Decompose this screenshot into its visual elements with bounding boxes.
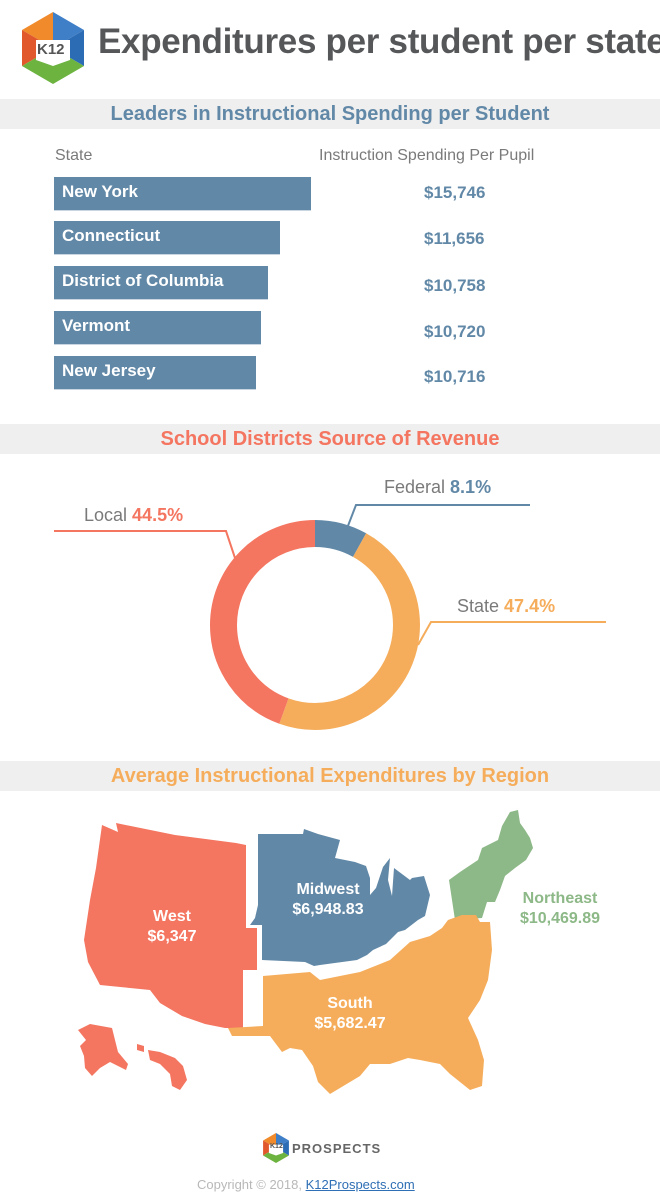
federal-leader-line [345, 504, 530, 532]
south-region [228, 915, 492, 1094]
state-value: 47.4% [504, 596, 556, 616]
col-header-spending: Instruction Spending Per Pupil [319, 147, 535, 164]
copyright: Copyright © 2018, K12Prospects.com [197, 1177, 415, 1192]
local-label: Local 44.5% [84, 505, 184, 525]
state-label: New York [62, 182, 138, 201]
revenue-donut-chart [54, 504, 606, 730]
logo-text: K12 [37, 41, 65, 58]
state-label: New Jersey [62, 361, 156, 380]
west-name: West [153, 908, 191, 925]
bar-row-new-jersey: New Jersey [54, 356, 256, 390]
state-label: Connecticut [62, 226, 161, 245]
northeast-name: Northeast [522, 890, 598, 907]
bar-row-connecticut: Connecticut [54, 221, 280, 255]
local-leader-line [54, 530, 237, 562]
west-value: $6,347 [147, 928, 197, 945]
revenue-section-title: School Districts Source of Revenue [0, 424, 660, 454]
northeast-value: $10,469.89 [519, 910, 601, 927]
federal-label: Federal 8.1% [384, 477, 492, 497]
northeast-region [449, 810, 533, 920]
bar-row-district-of-columbia: District of Columbia [54, 266, 268, 300]
state-label: Vermont [62, 316, 131, 335]
col-header-state: State [55, 147, 93, 164]
state-leader-line [417, 621, 606, 646]
bar-row-vermont: Vermont [54, 311, 261, 345]
regions-section-title: Average Instructional Expenditures by Re… [0, 761, 660, 791]
local-slice [210, 520, 420, 730]
west-label: West $6,347 [126, 907, 218, 947]
federal-value: 8.1% [450, 477, 492, 497]
midwest-label: Midwest $6,948.83 [276, 880, 380, 920]
page-title: Expenditures per student per state [98, 22, 660, 61]
alaska-shape [78, 1024, 128, 1076]
k12-logo: K12 [22, 12, 84, 84]
hawaii-shape [148, 1050, 187, 1090]
footer-logo: K12 PROSPECTS [262, 1133, 392, 1163]
bar-row-new-york: New York [54, 177, 311, 211]
midwest-name: Midwest [296, 881, 360, 898]
spending-value: $10,720 [424, 322, 486, 341]
copyright-text: Copyright © 2018, [197, 1177, 306, 1192]
west-region [84, 823, 257, 1028]
state-slice [210, 520, 420, 730]
state-label: District of Columbia [62, 271, 224, 290]
spending-value: $10,716 [424, 367, 486, 386]
midwest-value: $6,948.83 [292, 901, 364, 918]
spending-value: $10,758 [424, 276, 486, 295]
local-value: 44.5% [132, 505, 184, 525]
midwest-region [250, 829, 430, 966]
south-value: $5,682.47 [314, 1015, 386, 1032]
northeast-label: Northeast $10,469.89 [508, 889, 612, 929]
south-label: South $5,682.47 [298, 994, 402, 1034]
state-label: State 47.4% [457, 596, 556, 616]
hawaii-shape [137, 1044, 144, 1052]
south-name: South [327, 995, 373, 1012]
spending-value: $15,746 [424, 183, 486, 202]
k12-prospects-logo-icon [263, 1133, 289, 1163]
footer-logo-text: PROSPECTS [292, 1141, 382, 1156]
footer-logo-k12: K12 [270, 1143, 283, 1150]
spending-value: $11,656 [424, 229, 485, 248]
k12prospects-link[interactable]: K12Prospects.com [305, 1177, 415, 1192]
k12-hexagon-icon [22, 12, 84, 84]
leaders-section-title: Leaders in Instructional Spending per St… [0, 99, 660, 129]
